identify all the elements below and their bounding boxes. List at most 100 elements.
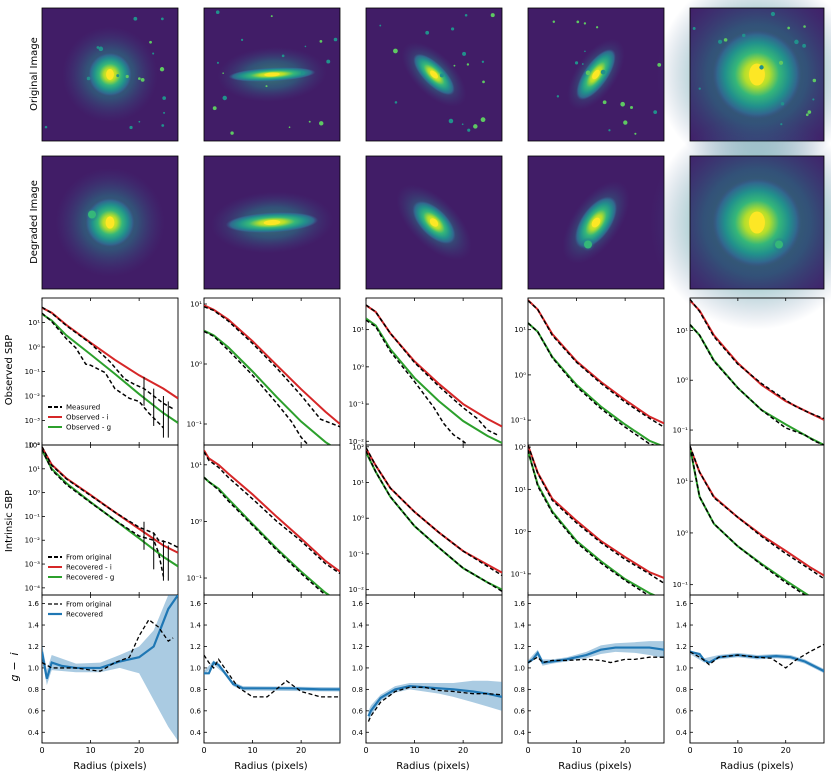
color-panel: 0 10 20 0.4 0.6 0.8 1.0 1.2 1.4 1.6 xyxy=(190,594,341,755)
background-source xyxy=(125,74,129,79)
i-band-line xyxy=(690,447,824,577)
i-band-line xyxy=(204,449,340,573)
background-source xyxy=(552,20,556,23)
sbp-lines xyxy=(42,446,178,581)
background-source xyxy=(300,71,305,76)
galaxy-image xyxy=(41,155,179,290)
x-tick-label: 10 xyxy=(409,746,419,755)
background-source xyxy=(439,73,444,78)
axes-frame xyxy=(41,594,179,744)
g-band-line xyxy=(204,476,331,595)
y-tick-label: 10⁻³ xyxy=(25,417,41,425)
measured-i-line xyxy=(366,304,498,436)
y-tick-label: 10⁻² xyxy=(349,438,365,446)
y-tick-label: 10¹ xyxy=(676,478,688,486)
measured-i-line xyxy=(528,445,664,584)
legend-label: Observed - g xyxy=(66,424,111,432)
y-tick-label: 1.4 xyxy=(676,622,688,630)
axes-frame xyxy=(527,444,665,596)
legend-label: Recovered - g xyxy=(66,574,114,582)
x-tick-label: 10 xyxy=(733,746,743,755)
measured-i-line xyxy=(42,446,178,549)
recovered-line xyxy=(528,646,664,664)
g-band-line xyxy=(204,329,332,445)
axes-frame xyxy=(41,444,179,596)
y-tick-label: 1.2 xyxy=(28,643,39,651)
background-source xyxy=(803,25,806,28)
background-source xyxy=(304,45,307,48)
y-tick-label: 1.6 xyxy=(28,600,40,608)
background-source xyxy=(116,74,120,78)
sbp-panel: 10⁻⁴ 10⁻³ 10⁻² 10⁻¹ 10⁰ 10¹ Measured Observed -… xyxy=(25,297,179,450)
background-source xyxy=(692,27,696,30)
y-tick-label: 10⁻¹ xyxy=(349,550,365,558)
sbp-panel: 10⁻¹ 10⁰ 10¹ xyxy=(673,444,825,596)
background-source xyxy=(585,70,591,76)
background-source xyxy=(595,26,599,29)
x-tick-label: 20 xyxy=(134,746,144,755)
measured-i-line xyxy=(690,298,824,420)
g-band-line xyxy=(366,317,502,444)
y-tick-label: 1.4 xyxy=(28,622,40,630)
background-source xyxy=(162,96,166,100)
sbp-lines xyxy=(690,445,824,595)
sbp-panel: 10⁻¹ 10⁰ 10¹ 10² xyxy=(511,444,665,596)
g-band-line xyxy=(366,451,502,591)
image-frame xyxy=(203,7,341,142)
background-source xyxy=(265,85,268,88)
color-panel: 0 10 20 0.4 0.6 0.8 1.0 1.2 1.4 1.6 xyxy=(676,594,825,755)
legend-label: From original xyxy=(66,601,112,609)
color-lines xyxy=(204,654,340,698)
i-band-line xyxy=(42,446,178,554)
g-band-line xyxy=(690,324,824,445)
sbp-lines xyxy=(528,445,664,595)
x-tick-label: 0 xyxy=(687,746,692,755)
background-source xyxy=(86,76,91,81)
uncertainty-band xyxy=(204,660,340,692)
x-tick-label: 20 xyxy=(620,746,630,755)
background-source xyxy=(490,13,495,18)
sbp-panel: 10⁻¹ 10⁰ 10¹ xyxy=(187,297,341,446)
y-tick-label: 0.8 xyxy=(352,686,363,694)
background-source xyxy=(393,48,398,54)
color-lines xyxy=(367,680,502,722)
sbp-panel: 10⁻⁴ 10⁻³ 10⁻² 10⁻¹ 10⁰ 10¹ 10² From original Re… xyxy=(25,442,179,596)
axes-frame xyxy=(527,594,665,744)
background-source xyxy=(482,80,485,84)
y-tick-label: 10⁻² xyxy=(349,586,365,594)
y-tick-label: 0.8 xyxy=(190,686,201,694)
y-tick-label: 10⁻⁴ xyxy=(25,442,41,450)
y-tick-label: 10¹ xyxy=(190,461,202,469)
original-line xyxy=(42,618,174,672)
sbp-lines xyxy=(690,298,824,445)
y-tick-label: 10² xyxy=(28,442,40,450)
y-tick-label: 0.4 xyxy=(28,729,40,737)
y-tick-label: 10¹ xyxy=(352,326,364,334)
background-source xyxy=(464,13,468,17)
y-tick-label: 10⁻¹ xyxy=(511,417,527,425)
background-source xyxy=(461,123,464,126)
i-band-line xyxy=(204,304,340,425)
axes-frame xyxy=(689,594,825,744)
y-tick-label: 0.4 xyxy=(190,729,202,737)
x-axis-label-1: Radius (pixels) xyxy=(73,761,146,772)
background-source xyxy=(212,106,217,111)
measured-i-line xyxy=(690,445,824,580)
y-tick-label: 10⁰ xyxy=(352,515,364,523)
y-tick-label: 10⁻¹ xyxy=(511,570,527,578)
background-source xyxy=(333,37,338,42)
measured-g-line xyxy=(528,449,650,595)
y-tick-label: 10⁰ xyxy=(514,528,526,536)
background-source xyxy=(466,63,470,66)
color-panel: 0 10 20 0.4 0.6 0.8 1.0 1.2 1.4 1.6 xyxy=(352,594,503,755)
background-source xyxy=(152,52,155,55)
y-tick-label: 10⁰ xyxy=(28,344,40,352)
y-tick-label: 10⁻¹ xyxy=(349,401,365,409)
background-source xyxy=(608,129,611,132)
galaxy-core xyxy=(263,219,281,226)
recovered-line xyxy=(367,685,502,717)
x-axis-label-4: Radius (pixels) xyxy=(558,761,631,772)
recovered-line xyxy=(690,650,824,673)
y-tick-label: 10¹ xyxy=(28,465,40,473)
background-source xyxy=(473,124,478,129)
